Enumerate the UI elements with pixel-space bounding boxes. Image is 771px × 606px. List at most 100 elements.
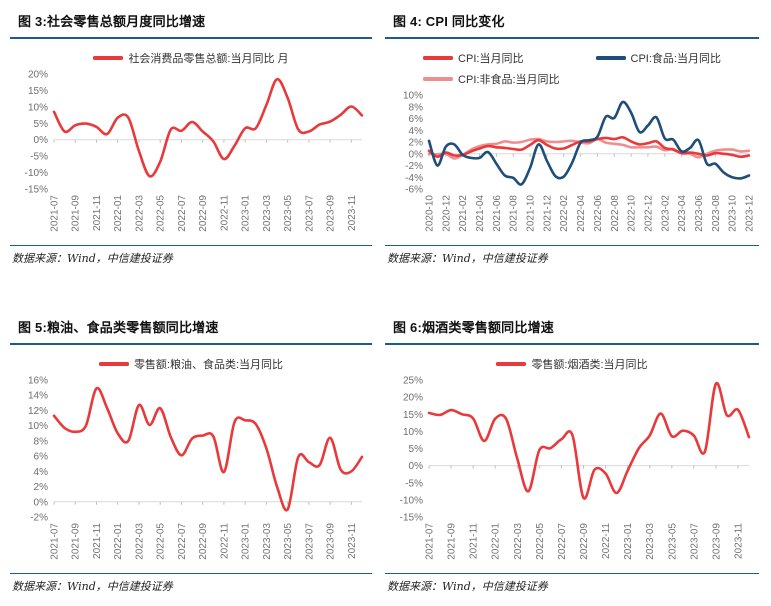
- panel-header: 图 4: CPI 同比变化: [385, 10, 759, 39]
- data-source-note: 数据来源：Wind，中信建投证券: [385, 245, 759, 266]
- x-tick-label: 2023-07: [304, 523, 315, 560]
- series-line: [427, 137, 751, 160]
- legend-item: CPI:食品:当月同比: [595, 50, 721, 66]
- y-tick-label: 10%: [28, 421, 48, 432]
- line-chart-retail-total: 20% 15% 10% 5% 0% -5% -10% -15% 2021-07 2021-09 20…: [10, 68, 372, 243]
- panel-retail-total: 图 3:社会零售总额月度同比增速 社会消费品零售总额:当月同比 月 20% 15%…: [10, 10, 372, 266]
- x-axis-labels: 2021-07 2021-09 2021-11 2022-01 2022-03 2022-…: [425, 465, 745, 560]
- y-tick-label: 10%: [28, 102, 48, 113]
- y-tick-label: -10%: [400, 495, 423, 506]
- x-tick-label: 2023-04: [677, 195, 688, 232]
- x-axis-labels: 2021-07 2021-09 2021-11 2022-01 2022-03 2022-…: [50, 501, 358, 560]
- x-axis-labels: 2021-07 2021-09 2021-11 2022-01 2022-03 2022-…: [50, 139, 358, 232]
- chart-canvas: 16%14%12%10%8%6%4%2%0%-2%2021-07 2021-09 2…: [28, 376, 364, 560]
- x-tick-label: 2021-06: [492, 195, 503, 232]
- y-tick-label: -4%: [405, 173, 423, 184]
- data-source-note: 数据来源：Wind，中信建投证券: [10, 573, 372, 594]
- x-tick-label: 2022-05: [156, 523, 167, 560]
- x-tick-label: 2023-05: [667, 523, 678, 560]
- x-tick-label: 2022-09: [198, 195, 209, 232]
- legend-item: 社会消费品零售总额:当月同比 月: [93, 50, 289, 66]
- x-tick-label: 2021-07: [50, 195, 61, 232]
- x-tick-label: 2022-08: [610, 195, 621, 232]
- legend-line-swatch: [98, 362, 129, 366]
- legend-label: CPI:食品:当月同比: [630, 53, 721, 65]
- x-tick-label: 2022-11: [219, 523, 230, 559]
- x-tick-label: 2021-04: [475, 195, 486, 232]
- x-tick-label: 2023-01: [623, 523, 634, 560]
- y-tick-label: 16%: [28, 376, 48, 387]
- series-line: [427, 381, 751, 500]
- y-tick-label: 2%: [34, 482, 49, 493]
- y-tick-label: 8%: [409, 102, 424, 113]
- x-tick-label: 2023-03: [262, 195, 273, 232]
- series-line: [52, 386, 364, 512]
- x-tick-label: 2023-11: [347, 523, 358, 559]
- panel-cpi: 图 4: CPI 同比变化 CPI:当月同比 CPI:食品:当月同比 CPI:非食品…: [385, 10, 759, 266]
- x-tick-label: 2023-01: [241, 523, 252, 560]
- x-tick-label: 2023-11: [347, 195, 358, 231]
- y-tick-label: 12%: [28, 406, 48, 417]
- data-source-note: 数据来源：Wind，中信建投证券: [385, 573, 759, 594]
- chart-canvas: 10%8%6%4%2%0%-2%-4%-6%2020-10 2020-12 2021…: [403, 91, 756, 232]
- y-tick-label: 10%: [403, 427, 423, 438]
- legend-item: CPI:非食品:当月同比: [423, 71, 560, 87]
- x-tick-label: 2023-11: [734, 523, 745, 559]
- y-axis-labels: 10%8%6%4%2%0%-2%-4%-6%: [403, 91, 423, 196]
- x-tick-label: 2022-07: [177, 195, 188, 232]
- y-tick-label: 2%: [409, 138, 424, 149]
- y-tick-label: -10%: [25, 168, 48, 179]
- x-tick-label: 2020-10: [425, 195, 436, 232]
- x-tick-label: 2022-09: [579, 523, 590, 560]
- legend: 社会消费品零售总额:当月同比 月: [10, 50, 372, 66]
- x-tick-label: 2023-09: [711, 523, 722, 560]
- x-tick-label: 2022-03: [135, 523, 146, 560]
- panel-tobacco-alcohol: 图 6:烟酒类零售额同比增速 零售额:烟酒类:当月同比 25% 20% 15% 10%…: [385, 316, 759, 594]
- y-tick-label: 0%: [34, 135, 49, 146]
- y-tick-label: -5%: [405, 478, 423, 489]
- y-tick-label: -15%: [25, 185, 48, 196]
- x-tick-label: 2023-03: [645, 523, 656, 560]
- line-chart-tobacco-alcohol: 25% 20% 15% 10% 5% 0% -5% -10% -15% 2021-07 2021-0…: [385, 374, 759, 571]
- x-tick-label: 2022-01: [113, 523, 124, 560]
- chart-canvas: 20%15%10%5%0%-5%-10%-15%2021-07 2021-09 20…: [25, 70, 364, 232]
- x-tick-label: 2021-08: [509, 195, 520, 232]
- x-tick-label: 2023-03: [262, 523, 273, 560]
- y-tick-label: 4%: [34, 467, 49, 478]
- series-line: [52, 78, 364, 178]
- x-tick-label: 2021-11: [92, 523, 103, 559]
- legend-item: 零售额:烟酒类:当月同比: [496, 356, 648, 372]
- panel-grain-oil-food: 图 5:粮油、食品类零售额同比增速 零售额:粮油、食品类:当月同比 16% 14%…: [10, 316, 372, 594]
- legend-line-swatch: [595, 56, 626, 60]
- y-tick-label: -15%: [400, 513, 423, 524]
- x-tick-label: 2023-05: [283, 195, 294, 232]
- x-tick-label: 2023-07: [689, 523, 700, 560]
- y-tick-label: 10%: [403, 91, 423, 102]
- x-tick-label: 2021-11: [92, 195, 103, 231]
- y-tick-label: 8%: [34, 436, 49, 447]
- y-tick-label: 0%: [409, 149, 424, 160]
- x-tick-label: 2023-10: [728, 195, 739, 232]
- x-tick-label: 2023-01: [241, 195, 252, 232]
- legend: CPI:当月同比 CPI:食品:当月同比 CPI:非食品:当月同比: [385, 50, 759, 87]
- y-tick-label: -2%: [405, 161, 423, 172]
- x-tick-label: 2022-05: [535, 523, 546, 560]
- panel-title: 图 6:烟酒类零售额同比增速: [393, 320, 554, 335]
- legend-line-swatch: [423, 56, 454, 60]
- x-tick-label: 2022-01: [113, 195, 124, 232]
- y-tick-label: 20%: [28, 70, 48, 81]
- x-tick-label: 2022-07: [177, 523, 188, 560]
- series-line: [427, 100, 751, 186]
- x-tick-label: 2023-05: [283, 523, 294, 560]
- y-tick-label: 0%: [34, 497, 49, 508]
- panel-title: 图 4: CPI 同比变化: [393, 14, 505, 29]
- x-tick-label: 2022-06: [593, 195, 604, 232]
- panel-title: 图 5:粮油、食品类零售额同比增速: [18, 320, 219, 335]
- y-tick-label: 20%: [403, 393, 423, 404]
- line-chart-grain-oil-food: 16% 14% 12% 10% 8% 6% 4% 2% 0% -2% 2021-07 2021-09 2…: [10, 374, 372, 571]
- x-tick-label: 2020-12: [441, 195, 452, 232]
- x-tick-label: 2022-11: [601, 523, 612, 559]
- y-tick-label: -5%: [30, 152, 48, 163]
- x-tick-label: 2022-05: [156, 195, 167, 232]
